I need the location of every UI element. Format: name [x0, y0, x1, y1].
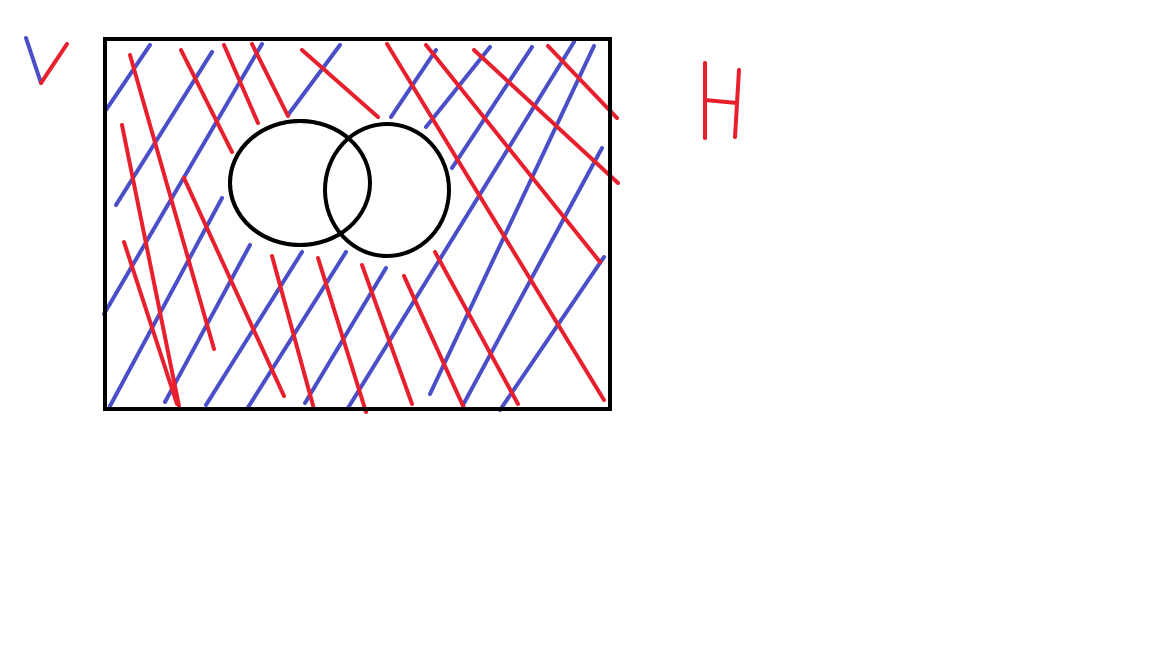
universal-set-rectangle — [103, 37, 612, 411]
h-label — [703, 61, 741, 140]
right-circle — [323, 122, 451, 258]
venn-circles — [228, 119, 451, 258]
v-label — [24, 36, 69, 85]
left-circle-outline — [228, 119, 372, 247]
red-hatch — [120, 42, 620, 414]
